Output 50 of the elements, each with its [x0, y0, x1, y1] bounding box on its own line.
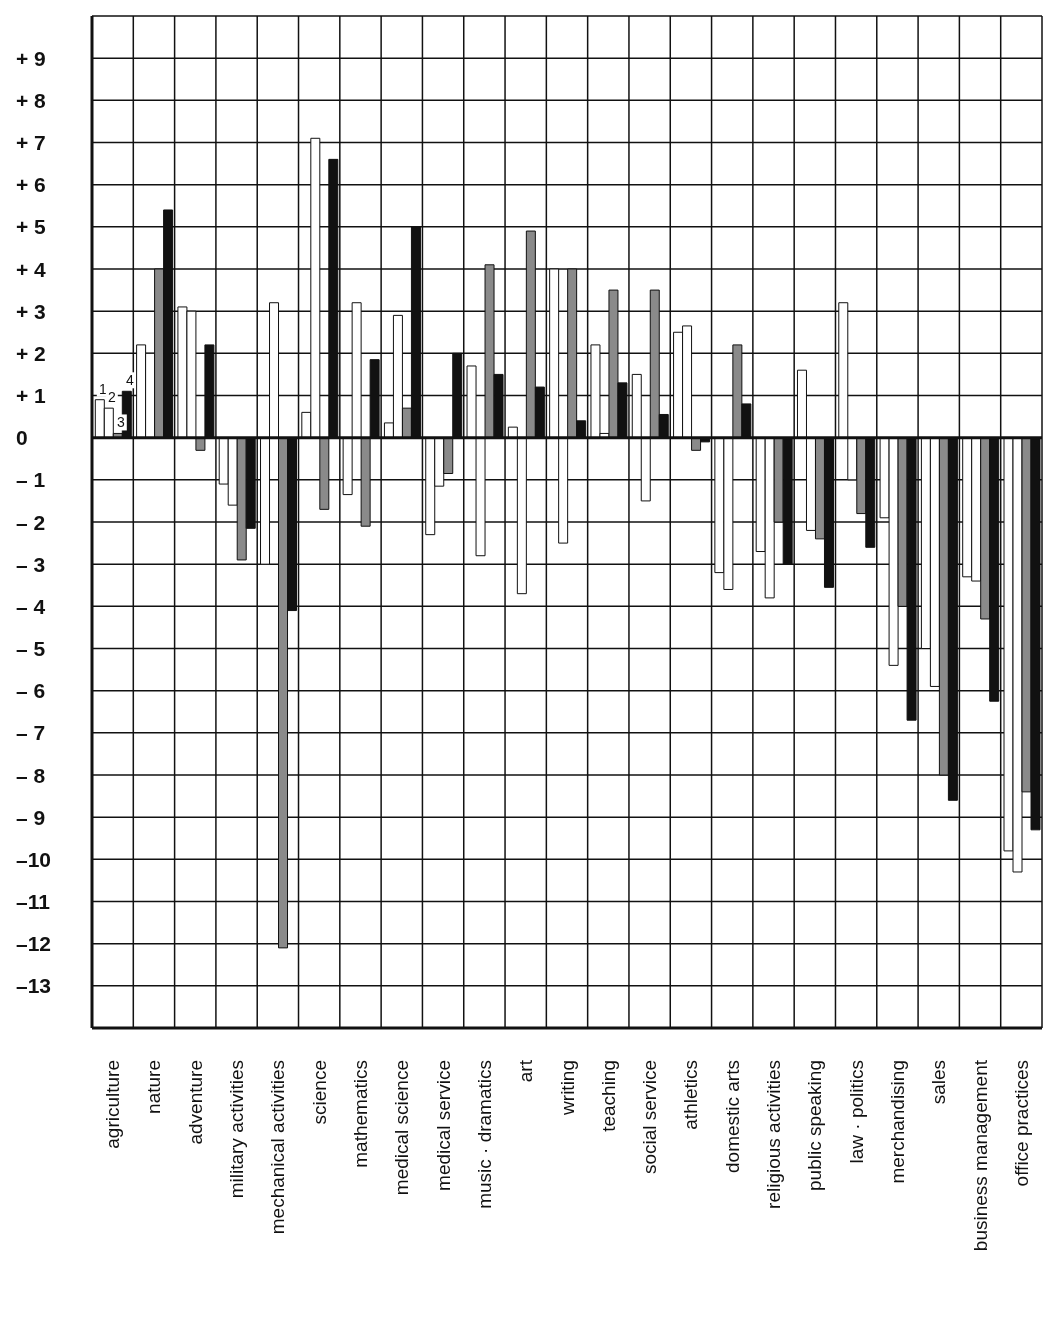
x-tick-label: military activities [226, 1060, 248, 1199]
y-tick-label: 0 [16, 426, 28, 450]
y-tick-label: + 1 [16, 384, 47, 407]
x-tick-label: teaching [597, 1060, 619, 1132]
y-tick-label: – 8 [16, 763, 46, 787]
x-tick-label: sales [928, 1060, 950, 1105]
y-tick-label: – 4 [16, 594, 46, 618]
x-tick-label: adventure [184, 1060, 206, 1145]
x-tick-label: domestic arts [721, 1060, 743, 1173]
y-tick-label: + 7 [16, 131, 46, 154]
y-tick-label: –13 [16, 974, 52, 998]
x-tick-label: mechanical activities [267, 1060, 289, 1235]
x-tick-label: office practices [1010, 1060, 1032, 1187]
y-tick-label: + 3 [16, 299, 46, 323]
x-tick-label: merchandising [886, 1060, 908, 1184]
x-tick-label: writing [556, 1060, 578, 1116]
y-tick-label: –11 [16, 890, 51, 913]
series-label: 1 [98, 380, 107, 397]
x-tick-label: athletics [680, 1060, 702, 1130]
x-tick-label: nature [143, 1060, 165, 1114]
y-tick-label: + 9 [16, 46, 46, 70]
x-tick-label: social service [639, 1060, 661, 1175]
x-tick-label: science [308, 1060, 330, 1125]
y-tick-label: – 3 [16, 552, 46, 576]
y-tick-label: + 4 [16, 257, 47, 281]
x-tick-label: law · politics [845, 1060, 867, 1164]
x-tick-label: medical science [391, 1060, 413, 1196]
y-tick-label: – 9 [16, 805, 46, 829]
x-tick-label: art [515, 1059, 537, 1083]
y-tick-label: –10 [16, 847, 52, 871]
y-tick-label: – 6 [16, 679, 46, 703]
y-tick-label: – 2 [16, 510, 46, 534]
x-tick-label: mathematics [349, 1060, 371, 1168]
y-tick-label: + 5 [16, 215, 47, 239]
y-tick-label: + 2 [16, 341, 46, 365]
x-tick-label: agriculture [102, 1060, 124, 1149]
x-tick-label: business management [969, 1059, 991, 1252]
y-tick-label: –12 [16, 932, 52, 956]
series-label: 3 [116, 414, 125, 431]
y-tick-label: – 5 [16, 637, 46, 660]
y-tick-label: – 7 [16, 721, 46, 745]
x-tick-label: religious activities [763, 1060, 785, 1209]
y-tick-label: + 8 [16, 88, 47, 112]
x-tick-label: public speaking [804, 1060, 826, 1191]
series-label: 2 [107, 389, 116, 406]
x-tick-label: medical service [432, 1060, 454, 1191]
series-label: 4 [125, 372, 134, 389]
y-tick-label: + 6 [16, 173, 46, 197]
y-tick-label: – 1 [16, 468, 46, 492]
x-tick-label: music · dramatics [473, 1060, 495, 1209]
